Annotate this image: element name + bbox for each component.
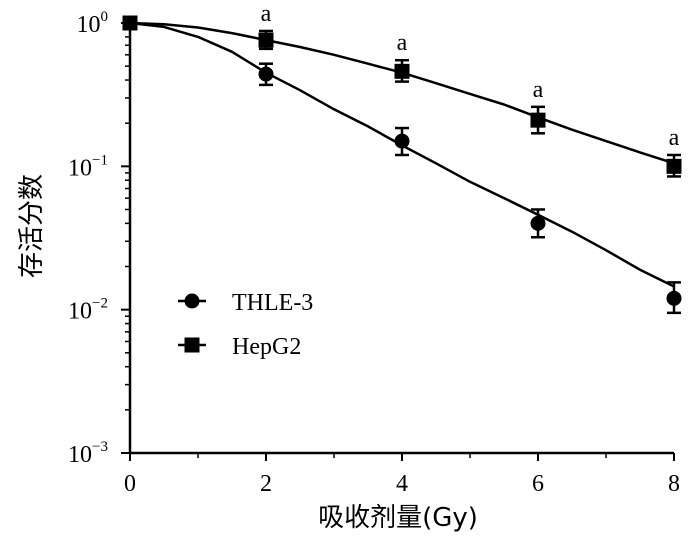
chart-legend: THLE-3 HepG2 xyxy=(178,290,313,360)
legend-marker-square xyxy=(184,337,200,353)
y-tick-base: 10 xyxy=(68,155,92,181)
y-tick-exponent: 0 xyxy=(101,9,109,25)
data-point-thle-3 xyxy=(666,290,682,306)
significance-label: a xyxy=(261,1,272,27)
legend-label: HepG2 xyxy=(232,334,301,360)
y-tick-base: 10 xyxy=(77,12,101,38)
x-tick-label: 4 xyxy=(396,471,408,497)
x-tick-label: 8 xyxy=(668,471,680,497)
data-point-hepg2 xyxy=(666,158,682,174)
legend-marker-circle xyxy=(184,293,200,309)
y-tick-label: 10−1 xyxy=(68,152,108,181)
y-tick-label: 10−3 xyxy=(68,439,108,468)
y-tick-exponent: −3 xyxy=(92,439,108,455)
x-axis-label: 吸收剂量(Gy) xyxy=(318,503,478,533)
significance-label: a xyxy=(397,30,408,56)
y-tick-base: 10 xyxy=(68,299,92,325)
y-tick-base: 10 xyxy=(68,442,92,468)
data-point-hepg2 xyxy=(394,63,410,79)
legend-label: THLE-3 xyxy=(232,290,313,316)
x-tick-label: 6 xyxy=(532,471,544,497)
data-point-hepg2 xyxy=(530,112,546,128)
data-point-hepg2 xyxy=(258,32,274,48)
x-tick-label: 0 xyxy=(124,471,136,497)
significance-label: a xyxy=(533,77,544,103)
significance-label: a xyxy=(669,125,680,151)
significance-annotations: a a a a xyxy=(261,1,680,151)
data-points xyxy=(122,15,682,315)
data-point-thle-3 xyxy=(530,215,546,231)
data-point-thle-3 xyxy=(258,66,274,82)
data-point-hepg2 xyxy=(122,15,138,31)
x-tick-label: 2 xyxy=(260,471,272,497)
y-axis-label: 存活分数 xyxy=(17,174,47,278)
y-tick-label: 100 xyxy=(77,9,109,38)
y-tick-exponent: −2 xyxy=(92,296,108,312)
data-point-thle-3 xyxy=(394,133,410,149)
y-tick-label: 10−2 xyxy=(68,296,108,325)
y-tick-exponent: −1 xyxy=(92,152,108,168)
